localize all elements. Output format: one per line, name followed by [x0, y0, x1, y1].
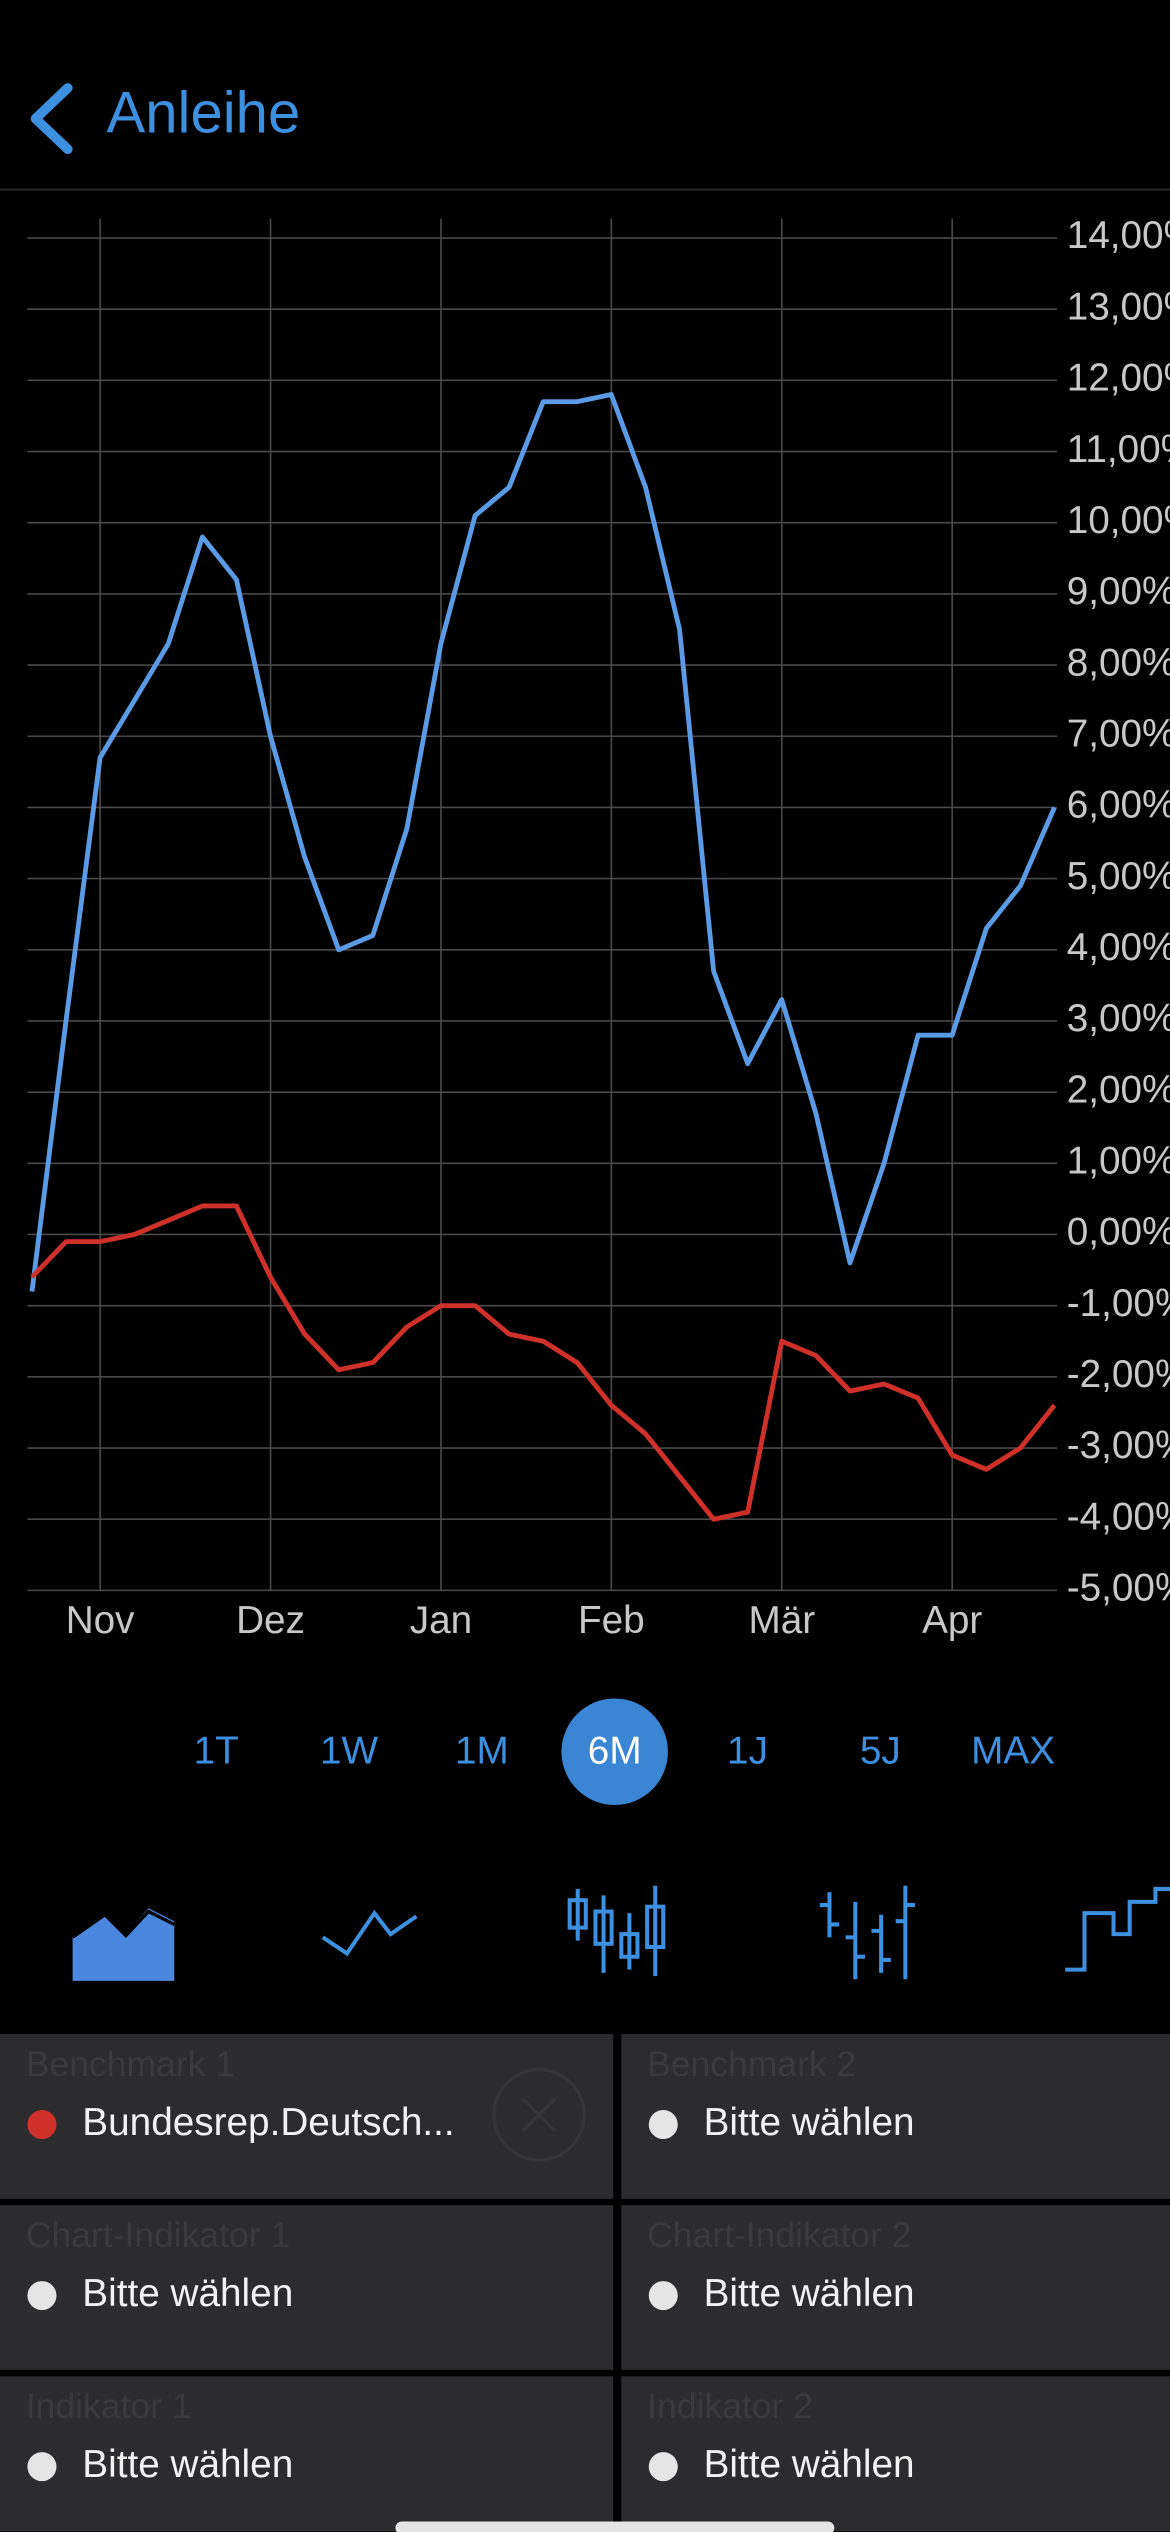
period-selected: [561, 1698, 668, 1806]
panel-header: Chart-Indikator 2: [647, 2215, 911, 2255]
y-tick-label: -1,00%: [1067, 1282, 1170, 1325]
panel-dot: [648, 2452, 678, 2482]
back-chevron[interactable]: [30, 83, 73, 155]
y-tick-label: 9,00%: [1067, 570, 1170, 613]
panel-dot: [648, 2281, 678, 2311]
y-tick-label: 13,00%: [1067, 285, 1170, 328]
panel-value: Bundesrep.Deutsch...: [82, 2101, 454, 2144]
panel-value: Bitte wählen: [704, 2443, 915, 2486]
y-tick-label: 10,00%: [1067, 499, 1170, 542]
panel[interactable]: [621, 2376, 1170, 2532]
panel-dot: [27, 2110, 57, 2140]
panel-value: Bitte wählen: [82, 2443, 293, 2486]
x-tick-label: Dez: [236, 1599, 305, 1642]
y-tick-label: -2,00%: [1067, 1353, 1170, 1396]
panel-header: Benchmark 1: [26, 2044, 235, 2084]
y-tick-label: 6,00%: [1067, 784, 1170, 827]
panel[interactable]: [0, 2205, 614, 2370]
y-tick-label: 3,00%: [1067, 997, 1170, 1040]
panel[interactable]: [0, 2034, 614, 2199]
y-tick-label: 12,00%: [1067, 357, 1170, 400]
y-tick-label: 11,00%: [1067, 428, 1170, 471]
line-icon[interactable]: [321, 1909, 418, 1957]
panel[interactable]: [621, 2034, 1170, 2199]
x-tick-label: Mär: [748, 1599, 815, 1642]
series-line: [29, 392, 1057, 1292]
y-tick-label: 7,00%: [1067, 712, 1170, 755]
x-tick-label: Feb: [578, 1599, 645, 1642]
clear-button[interactable]: [492, 2068, 586, 2162]
y-tick-label: -5,00%: [1067, 1567, 1170, 1610]
period-button[interactable]: 1W: [320, 1730, 379, 1773]
panel-value: Bitte wählen: [82, 2272, 293, 2315]
home-indicator: [395, 2521, 835, 2532]
period-button[interactable]: 5J: [860, 1730, 901, 1773]
x-tick-label: Jan: [410, 1599, 472, 1642]
panel-value: Bitte wählen: [704, 2101, 915, 2144]
clear-icon: [521, 2097, 557, 2133]
y-tick-label: 4,00%: [1067, 926, 1170, 969]
y-tick-label: 0,00%: [1067, 1211, 1170, 1254]
back-label[interactable]: Anleihe: [107, 80, 301, 145]
y-tick-label: 5,00%: [1067, 855, 1170, 898]
panel-dot: [648, 2110, 678, 2140]
area-icon-edge: [71, 1909, 176, 1939]
panel-header: Indikator 2: [647, 2386, 813, 2426]
ohlc-icon[interactable]: [819, 1885, 916, 1980]
panel[interactable]: [0, 2376, 614, 2532]
panel[interactable]: [621, 2205, 1170, 2370]
period-button[interactable]: MAX: [971, 1730, 1055, 1773]
x-tick-label: Apr: [922, 1599, 982, 1642]
panel-dot: [27, 2281, 57, 2311]
series-line: [30, 1203, 1057, 1522]
chart-type-bar: [71, 1885, 1170, 1981]
period-button[interactable]: 6M: [588, 1730, 642, 1773]
y-tick-label: 8,00%: [1067, 641, 1170, 684]
y-tick-label: 2,00%: [1067, 1068, 1170, 1111]
y-tick-label: -4,00%: [1067, 1495, 1170, 1538]
panel-header: Indikator 1: [26, 2386, 192, 2426]
panel-value: Bitte wählen: [704, 2272, 915, 2315]
y-tick-label: 14,00%: [1067, 214, 1170, 257]
area-icon[interactable]: [72, 1908, 175, 1981]
candle-icon[interactable]: [567, 1885, 666, 1977]
period-button[interactable]: 1T: [194, 1730, 239, 1773]
panel-dot: [27, 2452, 57, 2482]
x-tick-label: Nov: [66, 1599, 135, 1642]
period-button[interactable]: 1J: [727, 1730, 768, 1773]
step-icon[interactable]: [1065, 1886, 1170, 1972]
y-tick-label: -3,00%: [1067, 1424, 1170, 1467]
y-tick-label: 1,00%: [1067, 1140, 1170, 1183]
panel-header: Chart-Indikator 1: [26, 2215, 290, 2255]
panel-header: Benchmark 2: [647, 2044, 856, 2084]
period-button[interactable]: 1M: [455, 1730, 509, 1773]
